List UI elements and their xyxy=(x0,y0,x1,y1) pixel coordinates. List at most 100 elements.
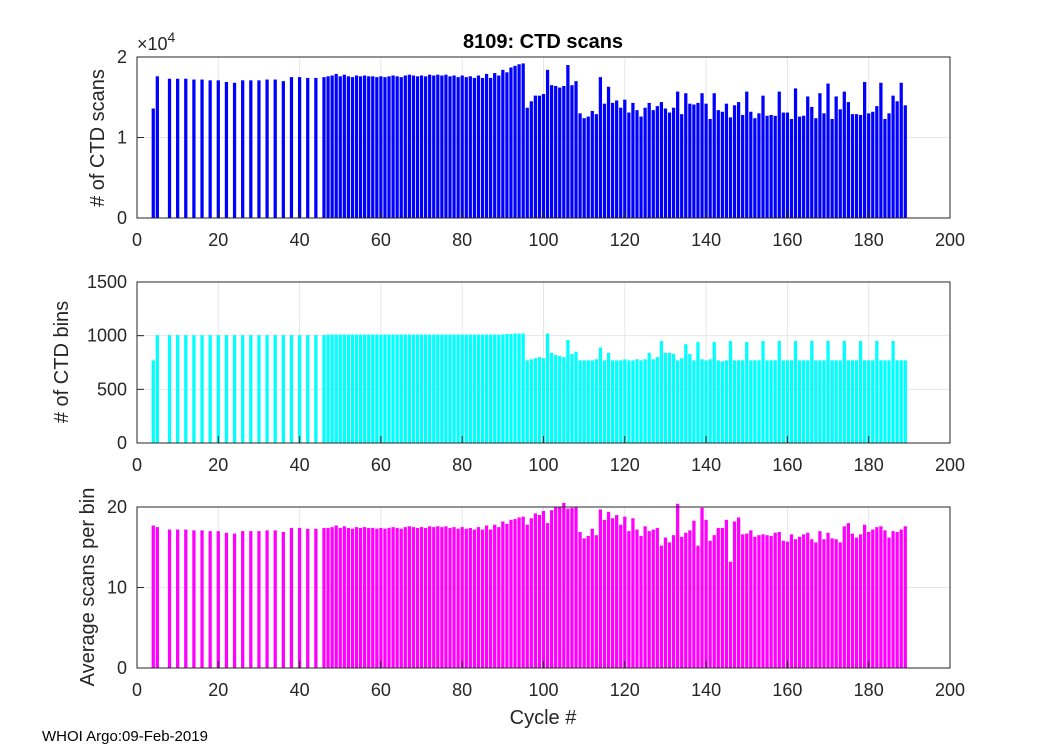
bins-bar xyxy=(383,334,387,443)
avg-bar xyxy=(838,542,842,668)
scans-bar xyxy=(578,113,582,218)
scans-bar xyxy=(903,105,907,218)
scans-bar xyxy=(493,73,497,218)
avg-bar xyxy=(879,526,883,668)
bins-bar xyxy=(440,334,444,443)
scans-bar xyxy=(249,80,253,218)
bins-bar xyxy=(484,334,489,443)
scans-bar xyxy=(216,80,220,218)
bins-bar xyxy=(773,360,777,443)
avg-xtick-label: 40 xyxy=(290,680,310,700)
avg-bar xyxy=(330,527,334,669)
chart-title: 8109: CTD scans xyxy=(463,31,623,53)
bins-panel: 0 20 40 60 80 100 120 140 160 180 200 0 500 1000 1500… xyxy=(51,272,965,475)
bins-bar xyxy=(411,334,416,443)
avg-bar xyxy=(627,531,631,668)
scans-bar xyxy=(545,69,550,218)
scans-bar xyxy=(793,88,798,218)
avg-bar xyxy=(623,516,627,668)
scans-bar xyxy=(712,93,716,218)
avg-xtick-label: 200 xyxy=(935,680,965,700)
scans-xtick-label: 200 xyxy=(935,230,965,250)
avg-xtick-label: 120 xyxy=(610,680,640,700)
avg-bar xyxy=(363,527,367,669)
scans-bar xyxy=(842,91,846,218)
scans-bar xyxy=(322,77,326,219)
scans-bar xyxy=(615,100,619,218)
scans-bar xyxy=(289,77,294,219)
bins-bar xyxy=(541,358,546,443)
bins-bar xyxy=(712,342,716,443)
scans-bar xyxy=(399,77,403,219)
avg-bar xyxy=(521,516,525,668)
scans-bar xyxy=(415,76,420,218)
avg-bar xyxy=(456,528,460,668)
bins-bar xyxy=(745,342,749,443)
avg-bar xyxy=(891,531,895,668)
avg-bar xyxy=(289,527,294,668)
bins-bar xyxy=(732,360,737,443)
scans-bar xyxy=(281,81,285,219)
scans-bar xyxy=(505,72,509,218)
bins-bar xyxy=(387,334,391,443)
bins-bar xyxy=(854,360,859,443)
bins-xtick-label: 100 xyxy=(528,455,558,475)
bins-bar xyxy=(716,360,720,443)
bins-bar xyxy=(176,335,180,443)
scans-bar xyxy=(720,111,724,218)
avg-ytick-label: 10 xyxy=(107,578,127,598)
bins-bar xyxy=(631,360,635,443)
bins-bar xyxy=(444,334,448,443)
avg-bar xyxy=(464,528,468,668)
scans-bar xyxy=(732,105,737,218)
scans-exponent-label: ×104 xyxy=(137,29,176,54)
bins-bar xyxy=(521,333,525,443)
bins-bar xyxy=(655,357,659,443)
scans-bar xyxy=(655,106,659,218)
scans-bar xyxy=(346,76,350,218)
scans-bar xyxy=(167,78,172,219)
bins-bar xyxy=(676,360,680,443)
bins-bar xyxy=(480,334,485,443)
bins-bar xyxy=(208,335,212,443)
avg-bar xyxy=(631,518,635,668)
bins-bar xyxy=(472,334,477,443)
scans-xtick-label: 120 xyxy=(610,230,640,250)
bins-bar xyxy=(423,334,428,443)
scans-bar xyxy=(741,114,745,218)
bins-bar xyxy=(346,334,350,443)
scans-bar xyxy=(663,108,668,218)
bins-xtick-label: 200 xyxy=(935,455,965,475)
bins-bar xyxy=(720,361,724,443)
avg-bar xyxy=(403,527,407,669)
bins-bar xyxy=(875,341,879,443)
avg-bar xyxy=(757,535,761,668)
bins-bar xyxy=(224,335,229,443)
avg-bar xyxy=(651,529,655,668)
bins-bar xyxy=(663,352,668,443)
bins-bar xyxy=(704,360,708,443)
bins-bar xyxy=(651,359,655,443)
scans-bar xyxy=(184,78,188,219)
avg-bar xyxy=(749,530,753,668)
bins-bar xyxy=(810,341,814,443)
bins-bar xyxy=(602,360,607,443)
bins-bar xyxy=(513,333,517,443)
avg-bar xyxy=(594,535,598,668)
bins-bar xyxy=(700,359,704,443)
bins-bar xyxy=(883,360,887,443)
avg-bar xyxy=(399,528,403,668)
scans-bar xyxy=(338,76,342,218)
avg-bar xyxy=(663,537,668,668)
scans-bar xyxy=(517,64,521,218)
bins-bar xyxy=(391,334,395,443)
bins-bar xyxy=(586,360,590,443)
scans-bar xyxy=(818,93,822,218)
avg-bar xyxy=(273,530,277,668)
avg-bar xyxy=(606,511,611,668)
scans-bar xyxy=(350,77,355,219)
scans-bar xyxy=(623,99,627,218)
avg-bar xyxy=(659,545,664,668)
avg-bar xyxy=(615,515,619,668)
avg-bar xyxy=(647,531,651,668)
